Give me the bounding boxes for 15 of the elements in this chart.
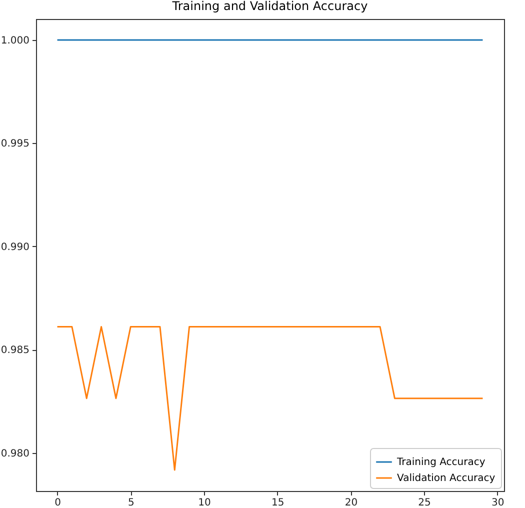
y-tick-label: 0.980 xyxy=(0,448,30,460)
y-tick-label: 0.985 xyxy=(0,345,30,356)
x-tick-label: 20 xyxy=(344,498,358,508)
x-tick-label: 10 xyxy=(198,498,211,508)
y-tick-label: 0.990 xyxy=(0,242,30,253)
x-tick-label: 15 xyxy=(271,498,284,508)
x-tick-label: 0 xyxy=(54,498,61,508)
chart-title: Training and Validation Accuracy xyxy=(171,0,368,13)
y-tick-label: 0.995 xyxy=(0,138,30,150)
y-tick-label: 1.000 xyxy=(0,36,30,47)
x-tick-label: 30 xyxy=(492,498,504,508)
x-tick-label: 25 xyxy=(418,498,431,508)
legend-label: Training Accuracy xyxy=(396,457,486,468)
x-tick-label: 5 xyxy=(128,498,134,508)
legend-label: Validation Accuracy xyxy=(397,473,496,484)
